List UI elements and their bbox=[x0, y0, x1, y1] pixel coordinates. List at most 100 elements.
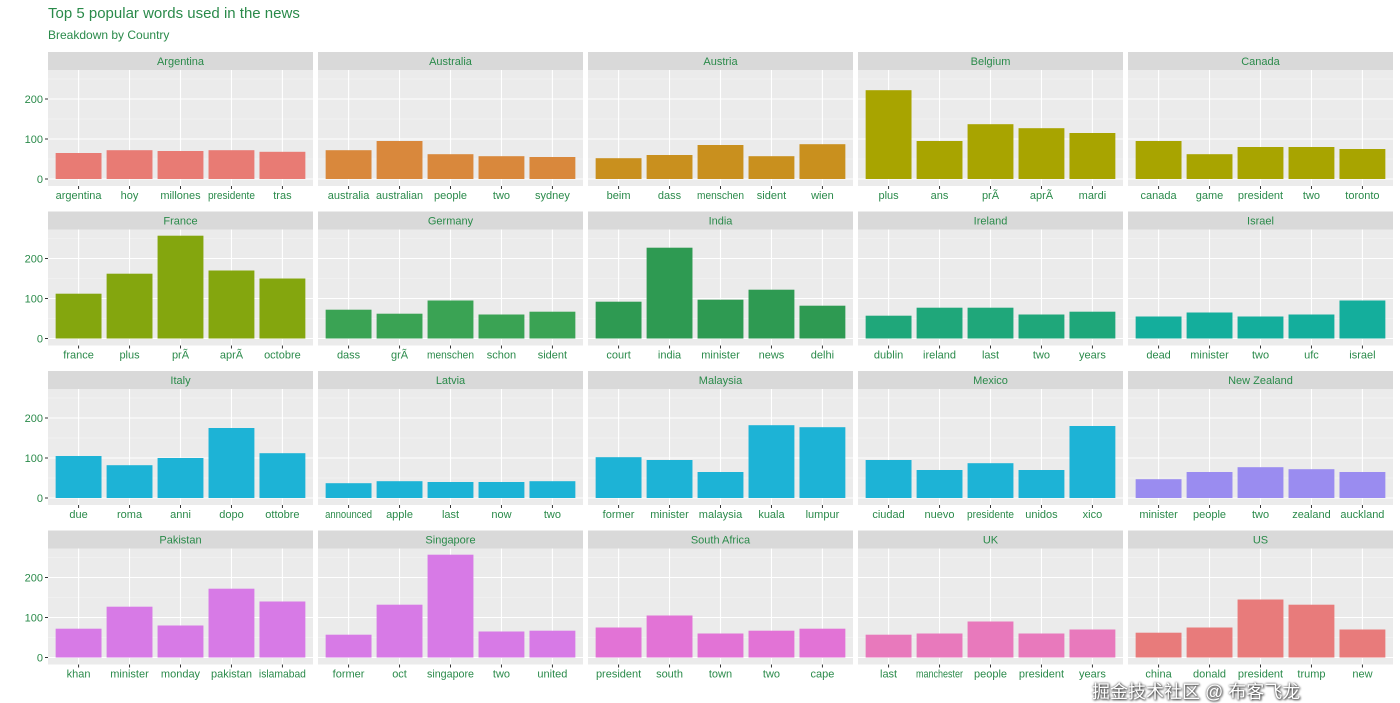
bar-sydney bbox=[529, 157, 576, 179]
bar-manchester bbox=[916, 633, 963, 658]
facet-panel-pakistan: Pakistan khan minister monday pakistan islama… bbox=[25, 530, 313, 681]
x-tick-label: manchester bbox=[916, 669, 963, 681]
bar-france bbox=[55, 293, 102, 339]
x-tick-label: pakistan bbox=[211, 669, 252, 681]
x-tick-label: last bbox=[442, 509, 459, 521]
facet-strip-label: Austria bbox=[703, 56, 738, 68]
bar-people bbox=[427, 154, 474, 179]
facet-strip bbox=[1128, 371, 1393, 389]
x-tick-label: two bbox=[1252, 350, 1269, 362]
x-tick-label: donald bbox=[1193, 669, 1226, 681]
facet-strip-label: New Zealand bbox=[1228, 375, 1293, 387]
facet-strip-label: Argentina bbox=[157, 56, 205, 68]
x-tick-label: due bbox=[69, 509, 87, 521]
bar-trump bbox=[1288, 604, 1335, 658]
y-tick-label: 0 bbox=[37, 653, 43, 665]
facet-panel-canada: Canada canada game president two toronto bbox=[1128, 52, 1393, 202]
bar-two bbox=[1288, 147, 1335, 179]
x-tick-label: sident bbox=[538, 350, 567, 362]
bar-minister bbox=[1135, 479, 1182, 498]
x-tick-label: sydney bbox=[535, 190, 570, 202]
watermark: 掘金技术社区 @ 布客飞龙 bbox=[1092, 682, 1301, 702]
x-tick-label: dopo bbox=[219, 509, 243, 521]
bar-israel bbox=[1339, 300, 1386, 339]
bar-ciudad bbox=[865, 460, 912, 498]
bar-donald bbox=[1186, 627, 1233, 658]
bar-two bbox=[1237, 316, 1284, 339]
x-tick-label: two bbox=[1252, 509, 1269, 521]
bar-presidente bbox=[208, 150, 255, 179]
bar-beim bbox=[595, 158, 642, 179]
bar-hoy bbox=[106, 150, 153, 179]
x-tick-label: minister bbox=[110, 669, 149, 681]
x-tick-label: islamabad bbox=[259, 669, 306, 681]
y-tick-label: 200 bbox=[25, 413, 43, 425]
facet-panel-malaysia: Malaysia former minister malaysia kuala lumpu… bbox=[588, 371, 853, 521]
bar-former bbox=[595, 457, 642, 498]
bar-minister bbox=[697, 299, 744, 339]
x-tick-label: xico bbox=[1083, 509, 1103, 521]
bar-canada bbox=[1135, 141, 1182, 179]
bar-toronto bbox=[1339, 149, 1386, 179]
bar-president bbox=[1018, 633, 1065, 658]
x-tick-label: last bbox=[880, 669, 897, 681]
facet-panel-france: France france plus prÃ aprÃ octobre 0 100 200 bbox=[25, 211, 313, 362]
bar-last bbox=[427, 482, 474, 498]
x-tick-label: australia bbox=[328, 190, 370, 202]
facet-strip bbox=[858, 371, 1123, 389]
bar-minister bbox=[106, 606, 153, 658]
x-tick-label: nuevo bbox=[925, 509, 955, 521]
chart-title: Top 5 popular words used in the news bbox=[48, 5, 300, 22]
bar-people bbox=[1186, 472, 1233, 498]
x-tick-label: argentina bbox=[56, 190, 103, 202]
x-tick-label: aprÃ bbox=[220, 349, 244, 362]
x-tick-label: ottobre bbox=[265, 509, 299, 521]
x-tick-label: years bbox=[1079, 669, 1106, 681]
x-tick-label: dead bbox=[1146, 350, 1170, 362]
y-tick-label: 200 bbox=[25, 573, 43, 585]
facet-strip-label: Australia bbox=[429, 56, 473, 68]
x-tick-label: dass bbox=[658, 190, 682, 202]
bar-zealand bbox=[1288, 469, 1335, 498]
bar-people bbox=[967, 621, 1014, 658]
x-tick-label: israel bbox=[1349, 350, 1375, 362]
facet-strip-label: Belgium bbox=[971, 56, 1011, 68]
bar-president bbox=[595, 627, 642, 658]
facet-panel-singapore: Singapore former oct singapore two united bbox=[318, 530, 583, 681]
x-tick-label: grÃ bbox=[391, 349, 409, 362]
facet-strip bbox=[318, 52, 583, 70]
facet-panel-us: US china donald president trump new bbox=[1128, 530, 1393, 681]
facet-panel-italy: Italy due roma anni dopo ottobre 0 100 200 bbox=[25, 371, 313, 521]
facet-strip bbox=[588, 211, 853, 230]
facet-strip bbox=[1128, 52, 1393, 70]
facet-strip bbox=[48, 530, 313, 549]
facet-panel-israel: Israel dead minister two ufc israel bbox=[1128, 211, 1393, 362]
x-tick-label: town bbox=[709, 669, 732, 681]
bar-new bbox=[1339, 629, 1386, 658]
x-tick-label: presidente bbox=[208, 190, 255, 202]
x-tick-label: delhi bbox=[811, 350, 834, 362]
x-tick-label: toronto bbox=[1345, 190, 1379, 202]
bar-dass bbox=[325, 309, 372, 339]
bar-dead bbox=[1135, 316, 1182, 339]
facet-panel-new-zealand: New Zealand minister people two zealand auckl… bbox=[1128, 371, 1393, 521]
bar-dublin bbox=[865, 315, 912, 339]
x-tick-label: minister bbox=[1139, 509, 1178, 521]
x-tick-label: prÃ bbox=[172, 349, 190, 362]
bar-wien bbox=[799, 144, 846, 179]
bar-two bbox=[478, 156, 525, 179]
x-tick-label: menschen bbox=[427, 350, 474, 362]
facet-strip-label: South Africa bbox=[691, 535, 751, 547]
x-tick-label: two bbox=[1303, 190, 1320, 202]
facet-strip-label: Italy bbox=[170, 375, 191, 387]
bar-ans bbox=[916, 141, 963, 179]
x-tick-label: minister bbox=[1190, 350, 1229, 362]
bar-schon bbox=[478, 314, 525, 339]
bar-argentina bbox=[55, 153, 102, 179]
x-tick-label: people bbox=[434, 190, 467, 202]
bar-two bbox=[529, 481, 576, 498]
y-tick-label: 200 bbox=[25, 94, 43, 106]
bar-ireland bbox=[916, 307, 963, 339]
x-tick-label: now bbox=[491, 509, 511, 521]
facet-strip-label: Pakistan bbox=[159, 535, 201, 547]
